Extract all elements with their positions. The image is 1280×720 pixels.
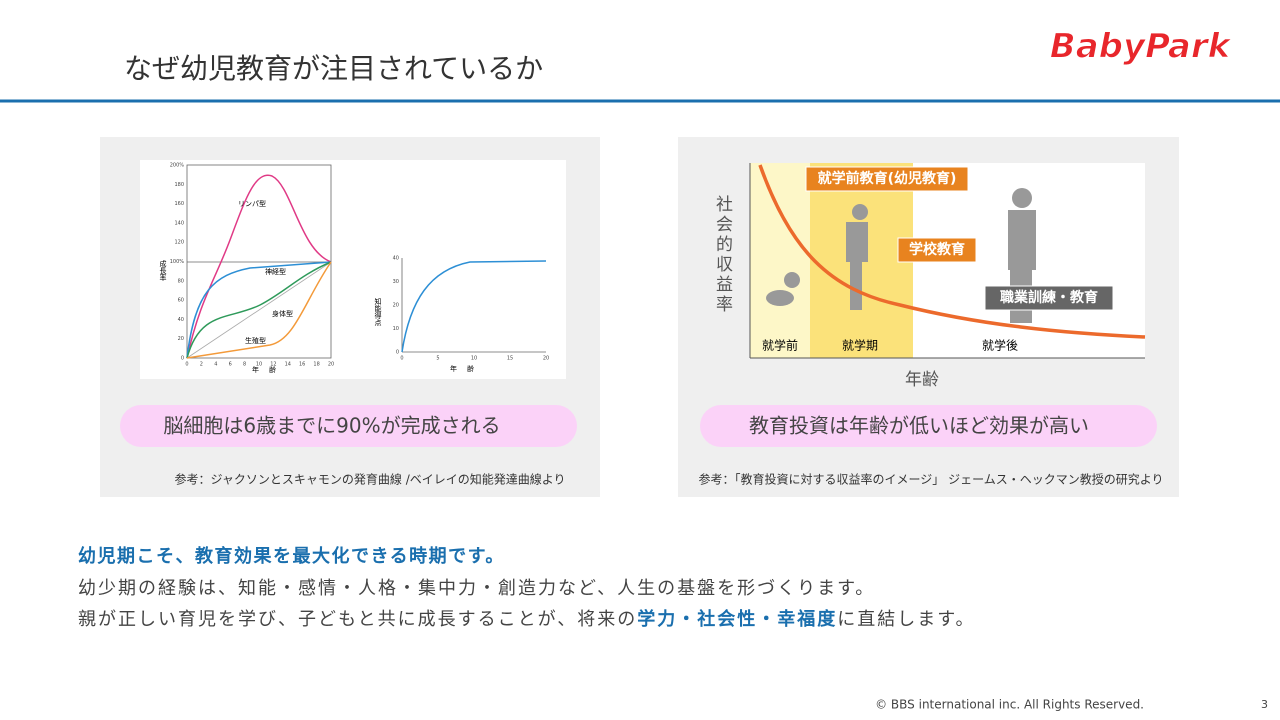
y-tick-label: 40: [393, 256, 399, 262]
x-tick-label: 0: [400, 356, 403, 362]
slide-title: なぜ幼児教育が注目されているか: [124, 52, 543, 85]
x-tick-label: 14: [285, 362, 291, 368]
body-text: 親が正しい育児を学び、子どもと共に成長することが、将来の学力・社会性・幸福度に直…: [78, 608, 975, 630]
x-tick-label: 16: [299, 362, 305, 368]
y-tick-label: 160: [174, 201, 184, 207]
y-tick-label: 60: [178, 298, 184, 304]
caption: 教育投資は年齢が低いほど効果が高い: [749, 414, 1089, 438]
x-tick-label: 10: [471, 356, 477, 362]
logo: BabyPark: [1050, 27, 1233, 67]
y-tick-label: 40: [178, 317, 184, 323]
x-tick-label: 10: [256, 362, 262, 368]
intelligence-chart: 知能得点 年齢 0 10 20 30 40 0 5 10 15 20: [374, 256, 549, 374]
curve: [186, 261, 332, 359]
curve: [186, 261, 332, 359]
y-tick-label: 20: [178, 336, 184, 342]
curve: [401, 260, 547, 353]
growth-chart: リンパ型 神経型 身体型 生殖型 成長率 年齢 020406080100%120…: [159, 163, 334, 375]
copyright: © BBS international inc. All Rights Rese…: [875, 698, 1144, 712]
axis-label: 成長率: [159, 259, 167, 282]
caption-pill: [700, 405, 1157, 447]
x-tick-label: 0: [185, 362, 188, 368]
y-tick-label: 30: [393, 279, 399, 285]
curve: [186, 261, 332, 359]
return-curve: [758, 164, 1146, 339]
x-tick-label: 5: [436, 356, 439, 362]
axis-label: 年齢: [905, 370, 939, 390]
callout: [805, 166, 969, 192]
y-tick-label: 20: [393, 303, 399, 309]
y-tick-label: 0: [396, 350, 399, 356]
axis-label: 年齢: [450, 364, 484, 373]
curve-label: 身体型: [272, 309, 293, 318]
x-tick-label: 6: [229, 362, 232, 368]
caption: 脳細胞は6歳までに90%が完成される: [163, 414, 500, 438]
chart-image: [140, 160, 566, 379]
x-tick-label: 4: [214, 362, 217, 368]
axis-label: 社会的収益率: [712, 195, 733, 315]
zone-label: 就学期: [842, 338, 878, 353]
zone-label: 就学後: [982, 338, 1018, 353]
source: 参考：「教育投資に対する収益率のイメージ」 ジェームス・ヘックマン教授の研究より: [699, 472, 1164, 487]
y-tick-label: 120: [174, 240, 184, 246]
callout-label: 就学前教育(幼児教育): [818, 170, 957, 187]
axis-label: 年齢: [252, 365, 286, 374]
x-tick-label: 2: [200, 362, 203, 368]
y-tick-label: 140: [174, 220, 184, 226]
lead: 幼児期こそ、教育効果を最大化できる時期です。: [78, 545, 505, 567]
x-tick-label: 20: [328, 362, 334, 368]
y-tick-label: 200%: [170, 163, 185, 169]
curve: [186, 174, 332, 359]
curve-label: リンパ型: [238, 199, 266, 208]
page-number: 3: [1261, 698, 1268, 711]
highlight: 学力・社会性・幸福度: [637, 608, 837, 630]
callout: [984, 285, 1114, 311]
y-tick-label: 0: [181, 356, 184, 362]
y-tick-label: 10: [393, 326, 399, 332]
curve-label: 神経型: [265, 267, 286, 276]
axis-label: 知能得点: [374, 297, 382, 327]
reference-line: [186, 261, 332, 359]
callout-label: 学校教育: [909, 241, 965, 258]
x-tick-label: 8: [243, 362, 246, 368]
source: 参考：ジャクソンとスキャモンの発育曲線 /ベイレイの知能発達曲線より: [174, 472, 565, 487]
caption-pill: [120, 405, 577, 447]
x-tick-label: 15: [507, 356, 513, 362]
zone-label: 就学前: [762, 338, 798, 353]
text-run: 親が正しい育児を学び、子どもと共に成長することが、将来の: [78, 609, 637, 630]
zone: [750, 163, 810, 358]
y-tick-label: 180: [174, 182, 184, 188]
x-tick-label: 18: [313, 362, 319, 368]
y-tick-label: 100%: [170, 259, 185, 265]
body-text: 幼少期の経験は、知能・感情・人格・集中力・創造力など、人生の基盤を形づくります。: [78, 578, 875, 599]
x-tick-label: 20: [543, 356, 549, 362]
text-run: に直結します。: [837, 609, 975, 630]
x-tick-label: 12: [270, 362, 276, 368]
callout: [897, 237, 977, 263]
y-tick-label: 80: [178, 278, 184, 284]
curve-label: 生殖型: [245, 336, 266, 345]
callout-label: 職業訓練・教育: [1000, 289, 1098, 306]
